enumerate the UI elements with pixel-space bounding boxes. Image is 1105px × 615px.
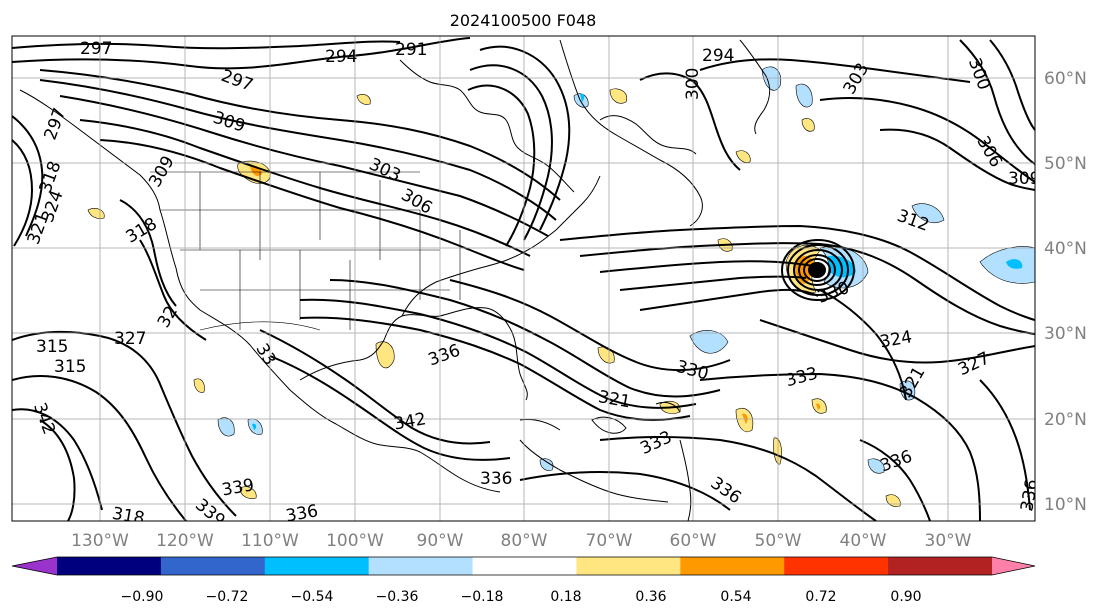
lon-tick-label: 30°W: [925, 531, 972, 551]
contour-label: 297: [80, 39, 112, 59]
hurricane-center: [809, 262, 825, 278]
colorbar-segment: [160, 557, 266, 575]
shade-patch: [252, 423, 257, 430]
contour-label: 294: [702, 46, 734, 66]
shade-patch: [761, 66, 782, 91]
gridlines: [12, 36, 1035, 521]
map-title: 2024100500 F048: [450, 11, 597, 30]
contour-label: 336: [284, 501, 319, 526]
colorbar-tick-label: −0.18: [461, 589, 504, 605]
contour-label: 336: [480, 469, 512, 489]
shade-patch: [911, 203, 945, 223]
lon-tick-label: 50°W: [755, 531, 802, 551]
lon-tick-label: 90°W: [417, 531, 464, 551]
colorbar-segment: [576, 557, 681, 575]
colorbar-tick-label: −0.72: [206, 589, 249, 605]
colorbar-extend-high: [992, 557, 1035, 575]
shade-patch: [193, 378, 205, 393]
colorbar-tick-label: −0.54: [291, 589, 334, 605]
lat-tick-label: 30°N: [1044, 324, 1087, 344]
colorbar-tick-label: 0.36: [635, 589, 666, 605]
lon-tick-label: 60°W: [670, 531, 717, 551]
shade-patch: [609, 88, 628, 104]
colorbar-segment: [57, 557, 162, 575]
lon-tick-label: 80°W: [501, 531, 548, 551]
contour-label: 336: [1017, 478, 1042, 513]
colorbar-tick-label: 0.18: [550, 589, 581, 605]
lat-tick-label: 40°N: [1044, 239, 1087, 259]
lat-tick-labels: 60°N 50°N 40°N 30°N 20°N 10°N: [1044, 69, 1087, 515]
contour-label: 291: [395, 40, 427, 60]
shade-patch: [217, 417, 235, 437]
colorbar-segments: [12, 557, 1035, 575]
colorbar-tick-label: 0.90: [890, 589, 921, 605]
colorbar-tick-label: 0.72: [805, 589, 836, 605]
shade-patch: [867, 458, 885, 474]
contour-label: 309: [1008, 169, 1040, 189]
shade-patch: [689, 330, 729, 354]
lon-tick-labels: 130°W 120°W 110°W 100°W 90°W 80°W 70°W 6…: [71, 531, 972, 551]
shade-patch: [795, 83, 813, 108]
contour-label: 294: [325, 47, 357, 67]
shade-patch: [573, 93, 589, 108]
shade-patch: [539, 458, 554, 471]
lon-tick-label: 120°W: [156, 531, 214, 551]
colorbar-ticks: −0.90 −0.72 −0.54 −0.36 −0.18 0.18 0.36 …: [121, 589, 922, 605]
shade-patch: [979, 246, 1035, 284]
colorbar-extend-low: [12, 557, 57, 575]
shade-patch: [356, 94, 371, 105]
lon-tick-label: 40°W: [840, 531, 887, 551]
shade-patch: [735, 150, 751, 163]
map-panel: 297 294 291 297 294 300 303 300 306 309 …: [11, 35, 1042, 529]
colorbar-segment: [264, 557, 370, 575]
colorbar-segment: [472, 557, 577, 575]
lon-tick-label: 130°W: [71, 531, 129, 551]
colorbar-segment: [680, 557, 785, 575]
lon-tick-label: 100°W: [326, 531, 384, 551]
lat-tick-label: 50°N: [1044, 154, 1087, 174]
shade-patch: [580, 93, 585, 102]
shade-patch: [816, 403, 821, 410]
colorbar: −0.90 −0.72 −0.54 −0.36 −0.18 0.18 0.36 …: [11, 556, 1036, 605]
lat-tick-label: 60°N: [1044, 69, 1087, 89]
shade-patch: [239, 486, 257, 499]
lon-tick-label: 110°W: [241, 531, 299, 551]
hurricane-contours: [781, 239, 855, 301]
lat-tick-label: 20°N: [1044, 410, 1087, 430]
colorbar-outline: [11, 556, 1036, 576]
colorbar-tick-label: 0.54: [720, 589, 751, 605]
lat-tick-label: 10°N: [1044, 495, 1087, 515]
contour-label: 315: [36, 337, 68, 357]
colorbar-tick-label: −0.36: [376, 589, 419, 605]
state-borders: [150, 171, 461, 331]
colorbar-segment: [888, 557, 993, 575]
colorbar-segment: [784, 557, 889, 575]
shade-patch: [375, 341, 395, 369]
shade-patch: [801, 118, 815, 132]
contour-label: 327: [114, 329, 146, 349]
shade-patch: [1006, 259, 1023, 269]
map-frame: [11, 35, 1036, 522]
colorbar-tick-label: −0.90: [121, 589, 164, 605]
contour-label: 300: [683, 68, 703, 100]
lon-tick-label: 70°W: [586, 531, 633, 551]
contour-label: 315: [54, 357, 86, 377]
colorbar-segment: [368, 557, 474, 575]
contour-label: 318: [111, 504, 146, 529]
